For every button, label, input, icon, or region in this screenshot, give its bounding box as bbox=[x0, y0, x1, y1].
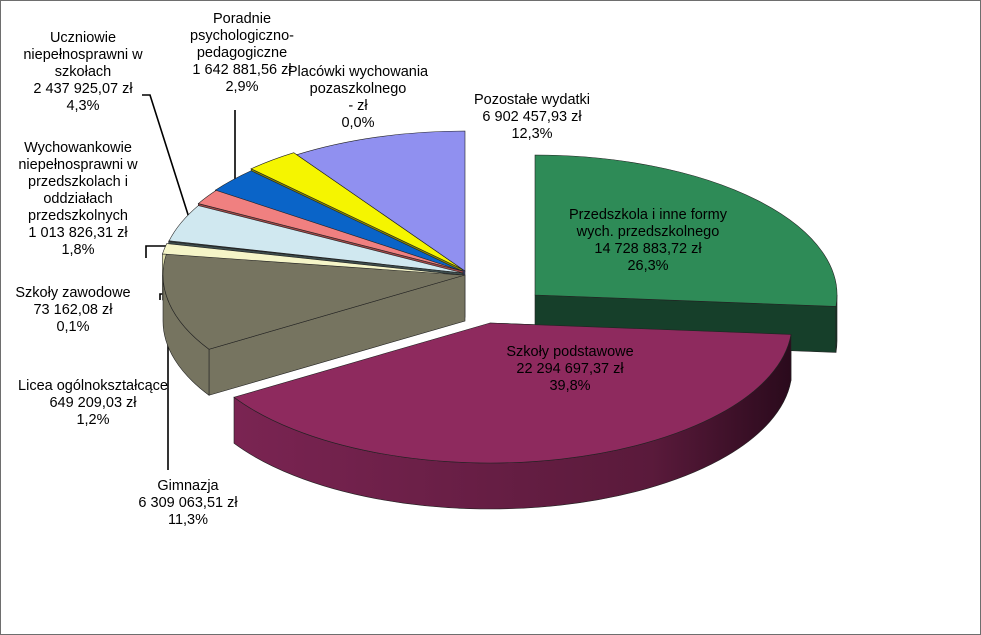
label-placowki: Placówki wychowania pozaszkolnego - zł 0… bbox=[287, 64, 429, 131]
label-licea: Licea ogólnokształcące 649 209,03 zł 1,2… bbox=[18, 378, 168, 428]
label-poradnie: Poradnie psychologiczno- pedagogiczne 1 … bbox=[190, 11, 294, 95]
label-uczniowie: Uczniowie niepełnosprawni w szkołach 2 4… bbox=[23, 30, 143, 114]
label-podstawowe: Szkoły podstawowe 22 294 697,37 zł 39,8% bbox=[506, 344, 634, 394]
slice-gimnazja bbox=[162, 253, 466, 350]
slice-poradnie bbox=[214, 170, 463, 272]
slice-przedszkola bbox=[534, 154, 838, 307]
slice-podstawowe bbox=[233, 322, 792, 464]
slice-uczniowie bbox=[168, 205, 464, 274]
label-przedszkola: Przedszkola i inne formy wych. przedszko… bbox=[569, 207, 727, 274]
label-wychowankowie: Wychowankowie niepełnosprawni w przedszk… bbox=[18, 140, 138, 258]
slice-pozostale bbox=[296, 130, 466, 272]
leader-line bbox=[142, 94, 199, 247]
slice-licea bbox=[162, 243, 462, 276]
slice-placowki bbox=[250, 152, 463, 270]
label-zawodowe: Szkoły zawodowe 73 162,08 zł 0,1% bbox=[15, 285, 131, 335]
label-gimnazja: Gimnazja 6 309 063,51 zł 11,3% bbox=[138, 478, 238, 528]
label-pozostale: Pozostałe wydatki 6 902 457,93 zł 12,3% bbox=[473, 92, 591, 142]
